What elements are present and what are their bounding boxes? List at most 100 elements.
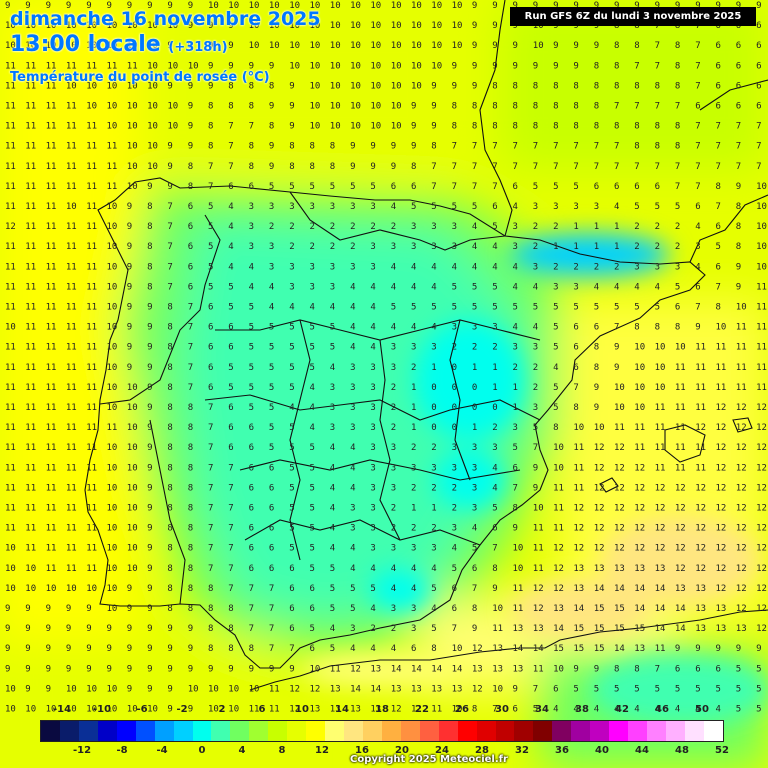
grid-value: 11 [66,242,77,252]
grid-value: 12 [675,483,686,493]
grid-value: 10 [370,21,381,31]
grid-value: 9 [147,363,152,373]
grid-value: 4 [370,644,375,654]
grid-value: 9 [208,21,213,31]
grid-value: 14 [431,664,442,674]
grid-value: 7 [431,162,436,172]
grid-value: 9 [127,664,132,674]
grid-value: 8 [492,122,497,132]
grid-value: 11 [553,483,564,493]
grid-value: 11 [86,504,97,514]
grid-value: 4 [391,323,396,333]
grid-value: 8 [188,483,193,493]
legend-swatch [703,721,723,741]
grid-value: 11 [736,323,747,333]
grid-value: 5 [310,323,315,333]
grid-value: 10 [533,41,544,51]
grid-value: 8 [167,504,172,514]
grid-value: 11 [46,102,57,112]
grid-value: 3 [391,604,396,614]
grid-value: 5 [655,303,660,313]
grid-value: 11 [655,443,666,453]
grid-value: 12 [695,423,706,433]
grid-value: 9 [188,21,193,31]
grid-value: 11 [46,81,57,91]
grid-value: 10 [614,383,625,393]
grid-value: 8 [716,182,721,192]
grid-value: 5 [228,383,233,393]
grid-value: 7 [452,182,457,192]
grid-value: 13 [695,584,706,594]
grid-value: 8 [167,363,172,373]
grid-value: 11 [86,423,97,433]
grid-value: 10 [756,182,767,192]
grid-value: 3 [370,363,375,373]
grid-value: 11 [25,363,36,373]
grid-value: 10 [107,544,118,554]
grid-value: 8 [188,524,193,534]
grid-value: 8 [147,222,152,232]
grid-value: 10 [147,142,158,152]
grid-value: 6 [269,504,274,514]
grid-value: 9 [127,584,132,594]
grid-value: 10 [127,564,138,574]
grid-value: 9 [269,102,274,112]
grid-value: 7 [492,142,497,152]
grid-value: 3 [472,483,477,493]
grid-value: 9 [431,122,436,132]
grid-value: 7 [208,524,213,534]
grid-value: 6 [269,544,274,554]
grid-value: 12 [594,463,605,473]
grid-value: 9 [350,142,355,152]
grid-value: 8 [594,61,599,71]
grid-value: 10 [107,122,118,132]
grid-value: 3 [370,504,375,514]
grid-value: 7 [716,122,721,132]
grid-value: 9 [573,61,578,71]
grid-value: 8 [269,122,274,132]
grid-value: 9 [167,684,172,694]
grid-value: 1 [492,383,497,393]
grid-value: 3 [391,443,396,453]
grid-value: 10 [573,423,584,433]
forecast-date: dimanche 16 novembre 2025 [10,8,321,30]
grid-value: 7 [452,624,457,634]
grid-value: 11 [5,403,16,413]
grid-value: 11 [5,282,16,292]
grid-value: 10 [330,102,341,112]
grid-value: 11 [46,303,57,313]
grid-value: 1 [411,403,416,413]
grid-value: 6 [269,463,274,473]
grid-value: 11 [5,61,16,71]
grid-value: 11 [46,61,57,71]
color-field-detail [300,233,768,725]
grid-value: 10 [86,41,97,51]
grid-value: 2 [411,524,416,534]
grid-value: 4 [391,282,396,292]
legend-swatch [211,721,231,741]
grid-value: 4 [330,524,335,534]
grid-value: 4 [350,564,355,574]
legend-swatch [628,721,647,741]
grid-value: 12 [716,443,727,453]
grid-value: 11 [66,282,77,292]
forecast-offset: (+318h) [168,40,228,55]
grid-value: 10 [330,61,341,71]
grid-value: 7 [655,21,660,31]
grid-value: 10 [452,644,463,654]
grid-value: 11 [86,443,97,453]
grid-value: 9 [228,61,233,71]
legend-label-top: 42 [615,704,629,715]
grid-value: 4 [431,604,436,614]
grid-value: 14 [655,584,666,594]
grid-value: 3 [249,222,254,232]
grid-value: 7 [655,41,660,51]
grid-value: 6 [411,182,416,192]
grid-value: 10 [66,705,77,715]
grid-value: 8 [614,61,619,71]
grid-value: 10 [167,61,178,71]
grid-value: 10 [107,102,118,112]
grid-value: 5 [675,684,680,694]
grid-value: 11 [675,383,686,393]
grid-value: 10 [127,705,138,715]
